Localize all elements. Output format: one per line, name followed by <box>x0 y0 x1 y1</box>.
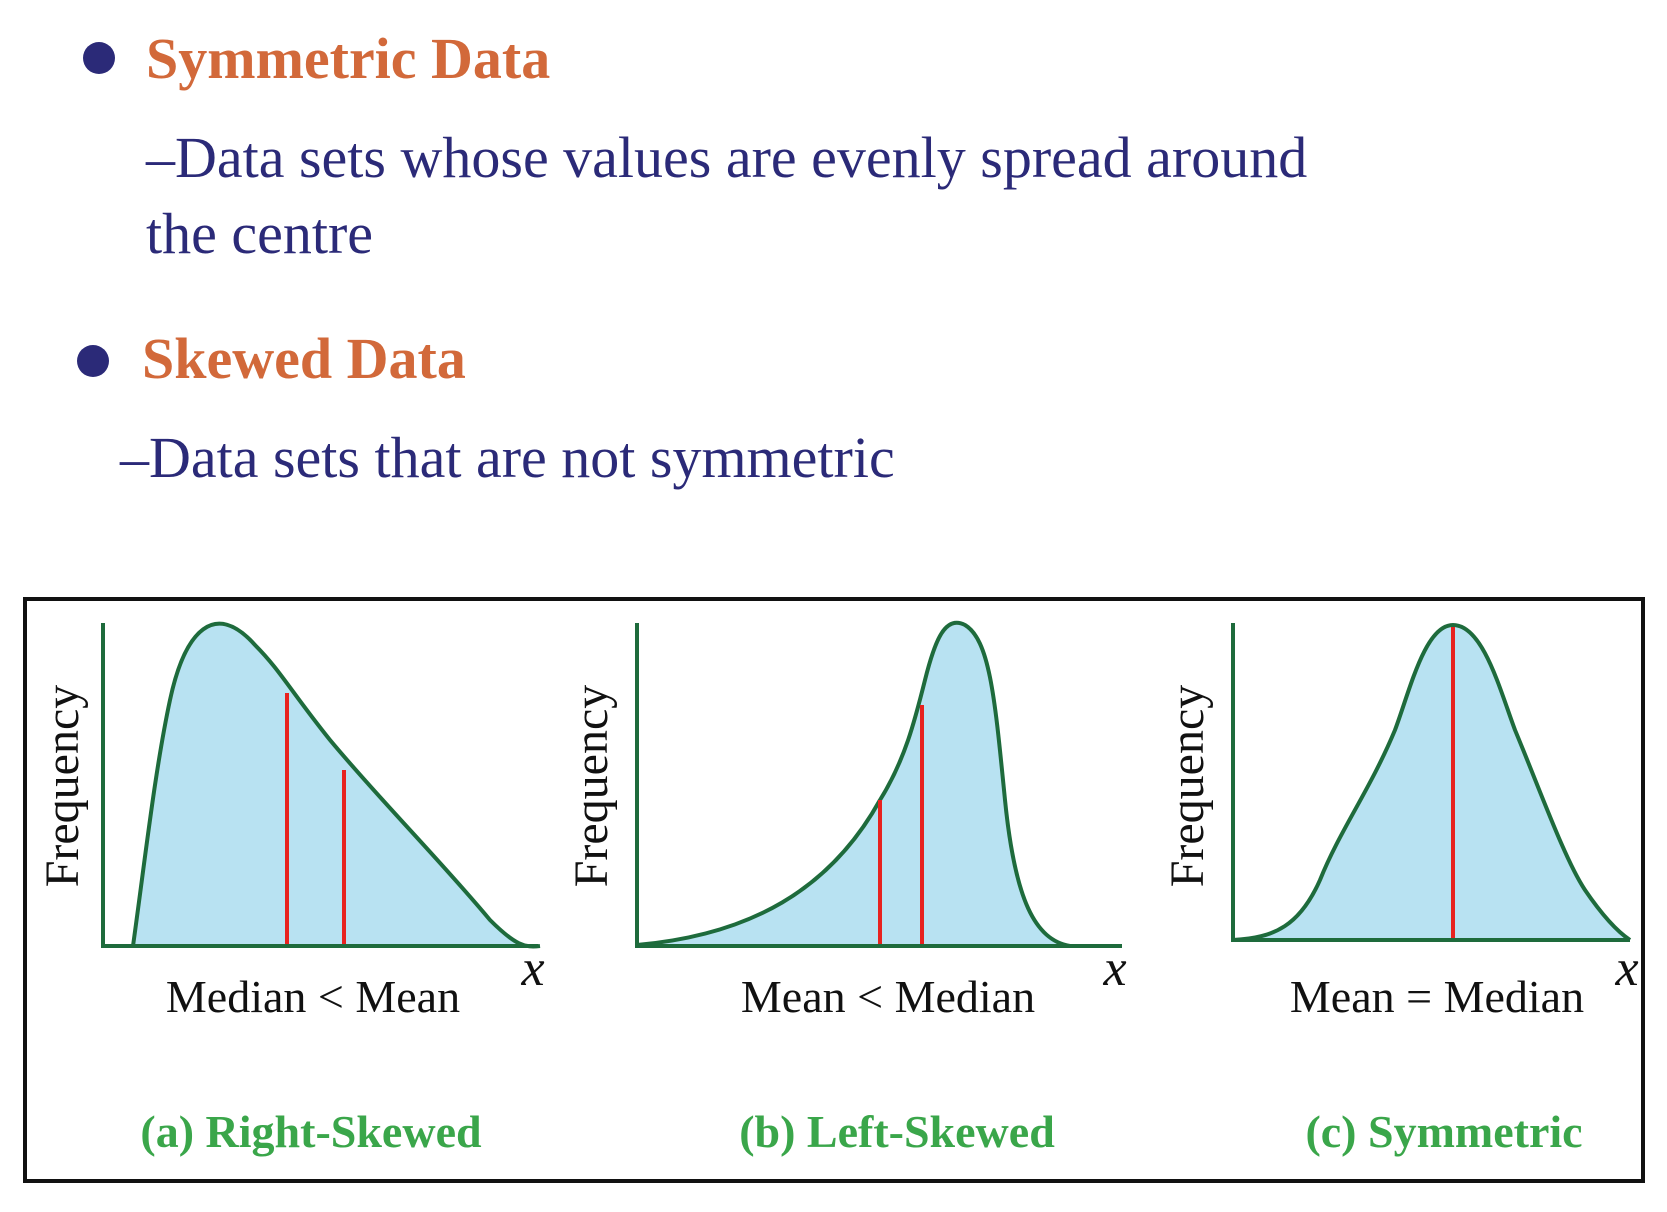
symmetric-x-label: x <box>1614 940 1638 997</box>
distribution-figure-frame <box>23 597 1645 1183</box>
symmetric-area <box>1233 625 1630 940</box>
right-skewed-curve <box>131 621 541 949</box>
symmetric-curve <box>1232 622 1632 942</box>
left-skewed-curve <box>636 621 1122 948</box>
left-skewed-y-label: Frequency <box>565 685 618 888</box>
panel-symmetric: Frequency x Mean = Median (c) Symmetric <box>1161 622 1639 1157</box>
symmetric-description-line-2: the centre <box>146 201 374 266</box>
symmetric-caption: (c) Symmetric <box>1305 1106 1582 1157</box>
right-skewed-y-label: Frequency <box>36 685 89 888</box>
left-skewed-relation: Mean < Median <box>741 971 1035 1022</box>
skewed-description-line-1: –Data sets that are not symmetric <box>120 425 895 490</box>
panel-left-skewed: Frequency x Mean < Median (b) Left-Skewe… <box>565 621 1127 1157</box>
panel-right-skewed: Frequency x Median < Mean (a) Right-Skew… <box>36 621 545 1157</box>
left-skewed-area <box>637 622 1085 946</box>
bullet-dot-skewed <box>77 345 109 377</box>
right-skewed-area <box>133 623 540 947</box>
left-skewed-x-label: x <box>1102 940 1126 997</box>
symmetric-relation: Mean = Median <box>1290 971 1584 1022</box>
left-skewed-caption: (b) Left-Skewed <box>739 1106 1055 1157</box>
right-skewed-caption: (a) Right-Skewed <box>140 1106 482 1157</box>
right-skewed-relation: Median < Mean <box>166 971 460 1022</box>
symmetric-description-line-1: –Data sets whose values are evenly sprea… <box>146 125 1308 190</box>
heading-symmetric-data: Symmetric Data <box>146 26 551 91</box>
symmetric-y-label: Frequency <box>1161 685 1214 888</box>
heading-skewed-data: Skewed Data <box>142 326 466 391</box>
bullet-dot-symmetric <box>83 42 115 74</box>
right-skewed-x-label: x <box>520 940 544 997</box>
